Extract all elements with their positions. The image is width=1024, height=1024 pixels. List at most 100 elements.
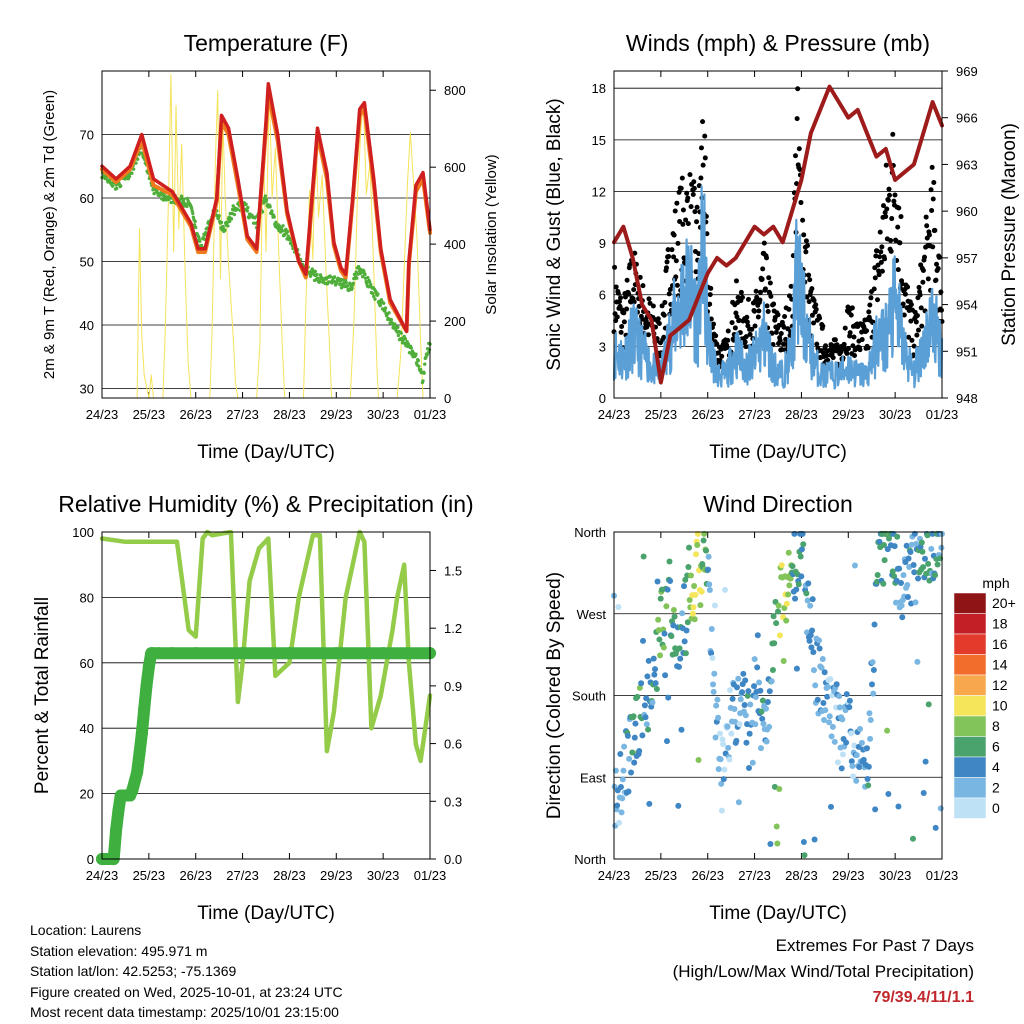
gust-point bbox=[612, 264, 618, 270]
direction-point bbox=[816, 637, 822, 644]
gust-point bbox=[935, 265, 941, 271]
dewpoint-point bbox=[351, 281, 355, 286]
direction-point bbox=[785, 549, 792, 556]
colorbar-label: 16 bbox=[992, 636, 1008, 652]
direction-point bbox=[884, 727, 891, 734]
direction-point bbox=[711, 602, 718, 609]
dewpoint-point bbox=[185, 196, 190, 201]
x-tick-label: 26/23 bbox=[179, 868, 212, 883]
direction-point bbox=[896, 565, 903, 572]
direction-point bbox=[925, 560, 932, 567]
direction-point bbox=[798, 546, 805, 553]
direction-point bbox=[615, 604, 622, 611]
direction-point bbox=[863, 745, 870, 752]
dewpoint-point bbox=[315, 272, 319, 277]
gust-point bbox=[680, 221, 686, 227]
direction-point bbox=[745, 688, 752, 695]
y-tick-label-right: 800 bbox=[444, 83, 466, 98]
direction-point bbox=[726, 756, 733, 763]
direction-point bbox=[804, 597, 811, 604]
direction-point bbox=[735, 799, 742, 806]
x-tick-label: 01/23 bbox=[926, 868, 959, 883]
gust-point bbox=[864, 328, 870, 334]
gust-point bbox=[622, 294, 628, 300]
direction-point bbox=[937, 805, 944, 812]
direction-point bbox=[759, 715, 766, 722]
gust-point bbox=[875, 262, 881, 268]
x-tick-label: 01/23 bbox=[414, 868, 447, 883]
x-axis-label: Time (Day/UTC) bbox=[709, 442, 847, 463]
gust-point bbox=[820, 323, 826, 329]
gust-point bbox=[838, 349, 844, 355]
dewpoint-point bbox=[235, 207, 239, 211]
gust-point bbox=[691, 179, 697, 185]
direction-point bbox=[710, 688, 717, 695]
gust-point bbox=[851, 334, 857, 340]
x-tick-label: 27/23 bbox=[738, 407, 771, 422]
x-tick-label: 25/23 bbox=[133, 407, 166, 422]
direction-point bbox=[718, 807, 725, 814]
direction-point bbox=[866, 710, 873, 717]
precipitation-point bbox=[110, 824, 123, 837]
dewpoint-point bbox=[313, 269, 317, 274]
gust-point bbox=[671, 232, 677, 238]
direction-point bbox=[769, 666, 776, 673]
direction-point bbox=[856, 763, 863, 770]
direction-point bbox=[654, 578, 661, 585]
gust-point bbox=[876, 268, 882, 274]
direction-point bbox=[892, 599, 899, 606]
direction-point bbox=[727, 687, 734, 694]
direction-point bbox=[881, 557, 888, 564]
x-tick-label: 27/23 bbox=[738, 868, 771, 883]
direction-point bbox=[793, 665, 800, 672]
direction-point bbox=[639, 732, 646, 739]
direction-point bbox=[644, 673, 651, 680]
direction-point bbox=[619, 776, 626, 783]
gust-point bbox=[803, 238, 809, 244]
direction-point bbox=[773, 823, 780, 830]
direction-point bbox=[676, 645, 683, 652]
dewpoint-point bbox=[198, 239, 202, 243]
dewpoint-point bbox=[344, 280, 348, 285]
gust-point bbox=[809, 286, 815, 292]
gust-point bbox=[708, 285, 714, 291]
gust-point bbox=[830, 355, 836, 361]
y-tick-label-right: 0.9 bbox=[444, 679, 462, 694]
direction-point bbox=[918, 539, 925, 546]
gust-point bbox=[889, 216, 895, 222]
dewpoint-point bbox=[422, 371, 426, 375]
plot-frame bbox=[101, 70, 431, 399]
gust-point bbox=[873, 253, 879, 259]
gust-point bbox=[696, 251, 702, 257]
dewpoint-point bbox=[110, 184, 115, 188]
direction-point bbox=[763, 705, 770, 712]
direction-point bbox=[624, 732, 631, 739]
direction-point bbox=[712, 734, 719, 741]
gust-point bbox=[719, 353, 725, 359]
y-tick-label: West bbox=[577, 607, 607, 622]
direction-point bbox=[924, 532, 931, 539]
gust-point bbox=[796, 146, 802, 152]
y-tick-label: 40 bbox=[80, 318, 94, 333]
gust-point bbox=[792, 153, 798, 159]
direction-point bbox=[706, 587, 713, 594]
x-tick-label: 26/23 bbox=[691, 868, 724, 883]
direction-point bbox=[814, 696, 821, 703]
direction-point bbox=[801, 852, 808, 859]
dewpoint-point bbox=[285, 229, 290, 234]
gust-point bbox=[755, 314, 761, 320]
direction-point bbox=[718, 780, 725, 787]
gust-point bbox=[824, 353, 830, 359]
direction-point bbox=[783, 600, 790, 607]
gust-point bbox=[771, 301, 777, 307]
direction-point bbox=[632, 720, 639, 727]
gust-point bbox=[920, 267, 926, 273]
gust-point bbox=[725, 328, 731, 334]
gust-point bbox=[780, 341, 786, 347]
gust-point bbox=[902, 291, 908, 297]
gust-point bbox=[650, 303, 656, 309]
gust-point bbox=[909, 337, 915, 343]
x-tick-label: 30/23 bbox=[879, 868, 912, 883]
direction-point bbox=[766, 688, 773, 695]
gust-point bbox=[655, 316, 661, 322]
